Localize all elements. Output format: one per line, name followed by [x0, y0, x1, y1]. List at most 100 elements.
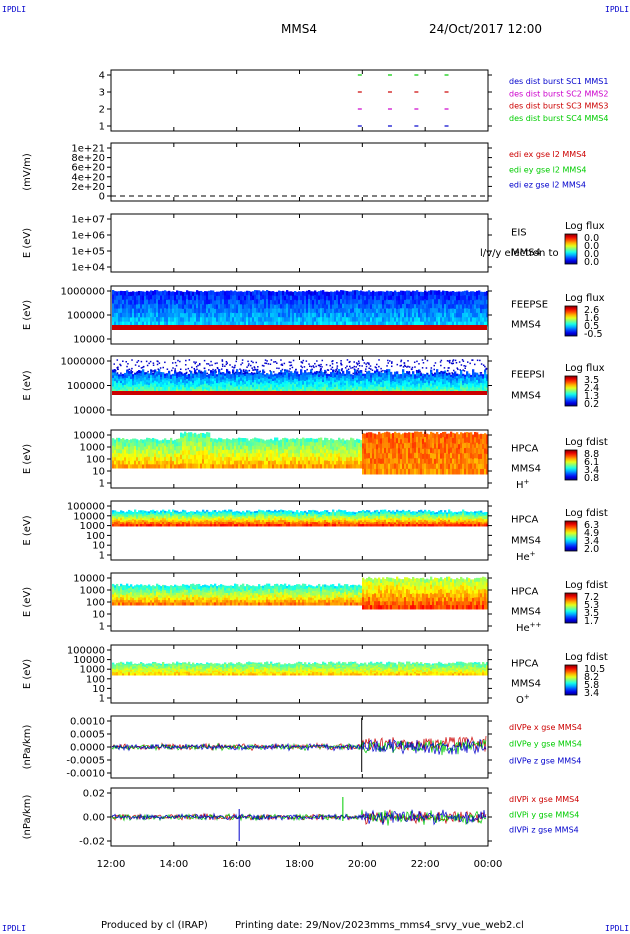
spectrogram-cell: [226, 303, 229, 309]
spectrogram-cell: [128, 321, 131, 327]
spectrogram-cell: [280, 312, 283, 318]
spectrogram-cell: [158, 450, 161, 455]
spectrogram-speckle: [179, 368, 182, 371]
spectrogram-cell: [186, 294, 189, 300]
spectrogram-cell: [146, 449, 149, 454]
spectrogram-speckle: [120, 364, 122, 367]
spectrogram-cell: [204, 378, 207, 382]
spectrogram-cell: [130, 384, 133, 388]
spectrogram-cell: [150, 303, 153, 309]
spectrogram-cell: [354, 299, 357, 305]
spectrogram-cell: [170, 304, 173, 310]
spectrogram-cell: [192, 442, 195, 447]
spectrogram-cell: [390, 374, 393, 378]
colorbar-tick-label: 0.5: [584, 321, 599, 332]
spectrogram-cell: [140, 449, 143, 455]
spectrogram-cell: [196, 447, 199, 452]
spectrogram-cell: [428, 381, 431, 384]
spectrogram-cell: [396, 379, 399, 383]
spectrogram-cell: [278, 317, 281, 323]
spectrogram-cell: [324, 380, 327, 385]
spectrogram-cell: [164, 460, 167, 465]
spectrogram-speckle: [267, 363, 270, 365]
spectrogram-cell: [124, 321, 127, 327]
spectrogram-cell: [162, 312, 165, 318]
spectrogram-speckle: [197, 364, 199, 367]
spectrogram-cell: [434, 443, 437, 450]
spectrogram-cell: [354, 374, 357, 379]
spectrogram-cell: [458, 308, 461, 314]
spectrogram-cell: [126, 438, 129, 444]
spectrogram-cell: [300, 389, 303, 393]
spectrogram-cell: [160, 371, 163, 375]
spectrogram-cell: [274, 385, 277, 388]
spectrogram-cell: [382, 304, 385, 310]
spectrogram-cell: [328, 450, 331, 455]
spectrogram-cell: [406, 378, 409, 383]
spectrogram-cell: [212, 445, 215, 451]
spectrogram-cell: [472, 369, 475, 373]
spectrogram-cell: [172, 454, 175, 459]
spectrogram-cell: [338, 464, 341, 469]
y-tick-label: 6e+20: [71, 163, 105, 174]
spectrogram-cell: [378, 312, 381, 318]
spectrogram-cell: [276, 448, 279, 454]
spectrogram-speckle: [447, 369, 449, 372]
spectrogram-speckle: [209, 364, 211, 367]
spectrogram-cell: [402, 321, 405, 327]
spectrogram-cell: [264, 457, 267, 462]
spectrogram-cell: [382, 448, 385, 454]
spectrogram-cell: [140, 291, 143, 296]
spectrogram-cell: [468, 313, 471, 318]
spectrogram-cell: [462, 373, 465, 377]
spectrogram-cell: [408, 437, 411, 444]
spectrogram-cell: [218, 313, 221, 318]
spectrogram-cell: [446, 373, 449, 377]
spectrogram-cell: [118, 299, 121, 305]
spectrogram-cell: [150, 380, 153, 385]
spectrogram-speckle: [120, 372, 122, 374]
spectrogram-cell: [428, 321, 431, 327]
spectrogram-cell: [352, 460, 355, 465]
spectrogram-cell: [134, 313, 137, 318]
spectrogram-cell: [244, 313, 247, 318]
spectrogram-cell: [338, 321, 341, 327]
spectrogram-cell: [378, 376, 381, 380]
spectrogram-cell: [482, 383, 485, 386]
spectrogram-cell: [138, 312, 141, 318]
spectrogram-cell: [296, 460, 299, 465]
spectrogram-cell: [204, 383, 207, 388]
spectrogram-cell: [272, 291, 275, 296]
spectrogram-cell: [412, 448, 415, 454]
spectrogram-cell: [154, 446, 157, 451]
spectrogram-cell: [200, 459, 203, 465]
spectrogram-cell: [292, 304, 295, 310]
spectrogram-cell: [452, 375, 455, 379]
spectrogram-cell: [242, 377, 245, 381]
spectrogram-cell: [322, 450, 325, 455]
spectrogram-cell: [240, 321, 243, 327]
spectrogram-cell: [394, 379, 397, 383]
spectrogram-cell: [354, 450, 357, 455]
spectrogram-cell: [198, 380, 201, 385]
spectrogram-cell: [368, 381, 371, 385]
spectrogram-cell: [420, 385, 423, 388]
spectrogram-cell: [384, 372, 387, 377]
spectrogram-cell: [240, 386, 243, 390]
y-tick-label: 10000: [73, 406, 105, 417]
spectrogram-cell: [226, 460, 229, 465]
spectrogram-speckle: [278, 367, 280, 370]
spectrogram-cell: [244, 438, 247, 443]
spectrogram-cell: [402, 317, 405, 323]
spectrogram-cell: [298, 380, 301, 384]
spectrogram-cell: [198, 295, 201, 301]
spectrogram-cell: [304, 381, 307, 385]
spectrogram-cell: [384, 389, 387, 393]
spectrogram-cell: [408, 453, 411, 459]
spectrogram-cell: [436, 374, 439, 379]
spectrogram-cell: [342, 464, 345, 469]
spectrogram-cell: [158, 440, 161, 445]
spectrogram-cell: [196, 451, 199, 456]
spectrogram-cell: [300, 386, 303, 390]
spectrogram-cell: [206, 295, 209, 301]
